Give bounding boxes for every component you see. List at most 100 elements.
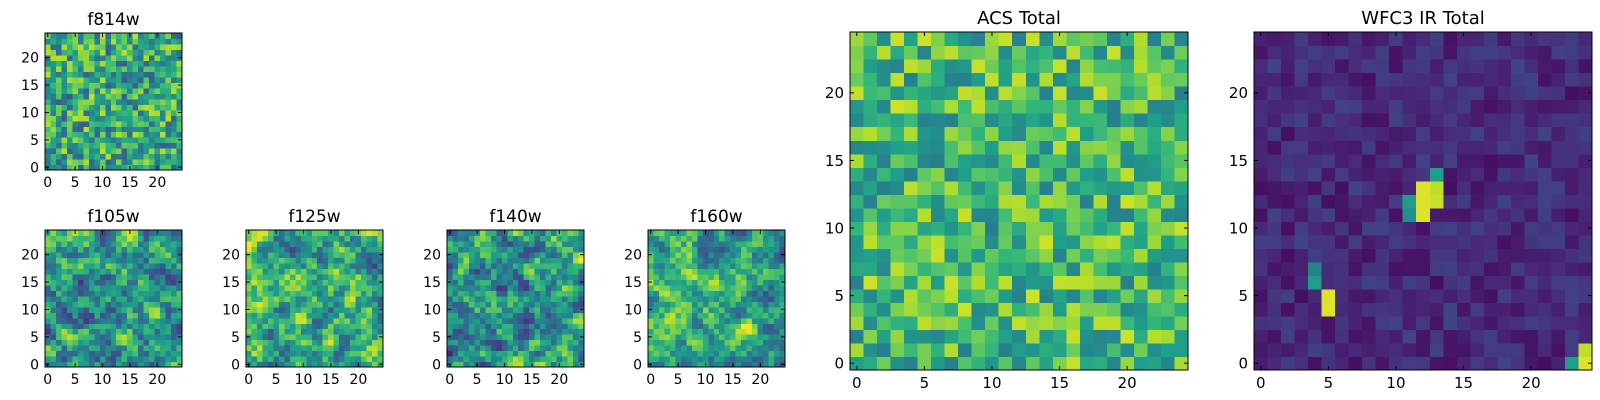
heatmap-cell <box>154 109 161 116</box>
heatmap-cell <box>1174 99 1189 114</box>
heatmap-cell <box>171 257 178 264</box>
heatmap-cell <box>176 98 183 105</box>
heatmap-cell <box>176 65 183 72</box>
heatmap-cell <box>518 301 525 308</box>
heatmap-cell <box>1510 234 1525 249</box>
heatmap-cell <box>317 295 324 302</box>
heatmap-cell <box>105 164 112 171</box>
heatmap-cell <box>1106 288 1121 303</box>
heatmap-cell <box>931 329 946 344</box>
heatmap-cell <box>317 334 324 341</box>
heatmap-cell <box>708 295 715 302</box>
heatmap-cell <box>1039 140 1054 155</box>
heatmap-cell <box>1470 72 1485 87</box>
heatmap-cell <box>702 301 709 308</box>
heatmap-cell <box>724 246 731 253</box>
heatmap-cell <box>1389 167 1404 182</box>
heatmap-cell <box>361 361 368 368</box>
heatmap-cell <box>1039 86 1054 101</box>
heatmap-cell <box>658 290 666 297</box>
heatmap-cell <box>1025 342 1040 358</box>
heatmap-cell <box>1133 32 1149 47</box>
heatmap-cell <box>479 290 486 297</box>
heatmap-cell <box>573 284 580 291</box>
heatmap-cell <box>289 284 296 291</box>
heatmap-cell <box>61 262 68 269</box>
heatmap-cell <box>904 234 919 249</box>
heatmap-cell <box>45 49 52 56</box>
heatmap-cell <box>877 329 892 344</box>
heatmap-cell <box>311 350 318 357</box>
heatmap-cell <box>83 33 90 40</box>
heatmap-cell <box>1470 86 1485 101</box>
heatmap-cell <box>99 60 106 67</box>
heatmap-cell <box>468 317 475 324</box>
heatmap-cell <box>985 32 1000 47</box>
heatmap-cell <box>741 361 748 368</box>
heatmap-cell <box>1147 329 1162 344</box>
heatmap-cell <box>1025 140 1040 155</box>
heatmap-cell <box>1483 180 1498 195</box>
heatmap-cell <box>719 279 726 286</box>
heatmap-cell <box>958 194 973 209</box>
heatmap-cell <box>556 306 563 313</box>
heatmap-cell <box>917 221 932 236</box>
y-tick-label: 5 <box>834 287 844 305</box>
heatmap-cell <box>545 345 552 352</box>
heatmap-cell <box>284 240 291 248</box>
heatmap-cell <box>72 43 79 51</box>
heatmap-cell <box>890 153 905 168</box>
heatmap-cell <box>1133 167 1149 182</box>
heatmap-cell <box>105 71 112 78</box>
heatmap-cell <box>105 87 112 94</box>
heatmap-cell <box>273 323 280 330</box>
heatmap-cell <box>468 328 475 335</box>
heatmap-cell <box>1093 248 1108 263</box>
heatmap-cell <box>1294 59 1309 74</box>
heatmap-cell <box>121 131 128 138</box>
heatmap-cell <box>518 284 525 291</box>
heatmap-cell <box>273 257 280 264</box>
heatmap-cell <box>675 257 682 264</box>
heatmap-cell <box>132 87 139 94</box>
heatmap-cell <box>1281 167 1296 182</box>
heatmap-cell <box>931 99 946 114</box>
heatmap-cell <box>1308 32 1323 47</box>
heatmap-cell <box>1294 221 1309 236</box>
heatmap-cell <box>1578 342 1593 358</box>
heatmap-cell <box>708 268 715 275</box>
heatmap-cell <box>1470 342 1485 358</box>
heatmap-cell <box>534 334 541 341</box>
axes-frame <box>446 229 585 368</box>
heatmap-cell <box>1524 288 1539 303</box>
heatmap-cell <box>99 317 106 324</box>
heatmap-cell <box>691 251 698 258</box>
heatmap-cell <box>88 98 95 105</box>
heatmap-cell <box>154 76 161 83</box>
heatmap-cell <box>1106 45 1121 60</box>
heatmap-cell <box>944 45 959 60</box>
heatmap-cell <box>317 339 324 346</box>
heatmap-cell <box>50 71 57 78</box>
heatmap-cell <box>523 350 530 357</box>
heatmap-cell <box>1066 261 1081 276</box>
heatmap-cell <box>931 32 946 47</box>
heatmap-cell <box>768 268 775 275</box>
heatmap-cell <box>99 350 106 357</box>
heatmap-cell <box>322 230 329 237</box>
heatmap-cell <box>463 240 470 248</box>
heatmap-cell <box>1174 72 1189 87</box>
heatmap-cell <box>863 113 878 128</box>
heatmap-cell <box>350 273 357 280</box>
y-tick-label: 20 <box>222 248 240 264</box>
heatmap-cell <box>344 262 351 269</box>
heatmap-cell <box>165 317 172 324</box>
heatmap-cell <box>507 356 514 363</box>
heatmap-cell <box>251 273 258 280</box>
heatmap-cell <box>366 334 373 341</box>
heatmap-cell <box>719 268 726 275</box>
heatmap-cell <box>77 284 84 291</box>
heatmap-cell <box>1362 86 1377 101</box>
heatmap-cell <box>1335 140 1350 155</box>
heatmap-cell <box>1039 261 1054 276</box>
